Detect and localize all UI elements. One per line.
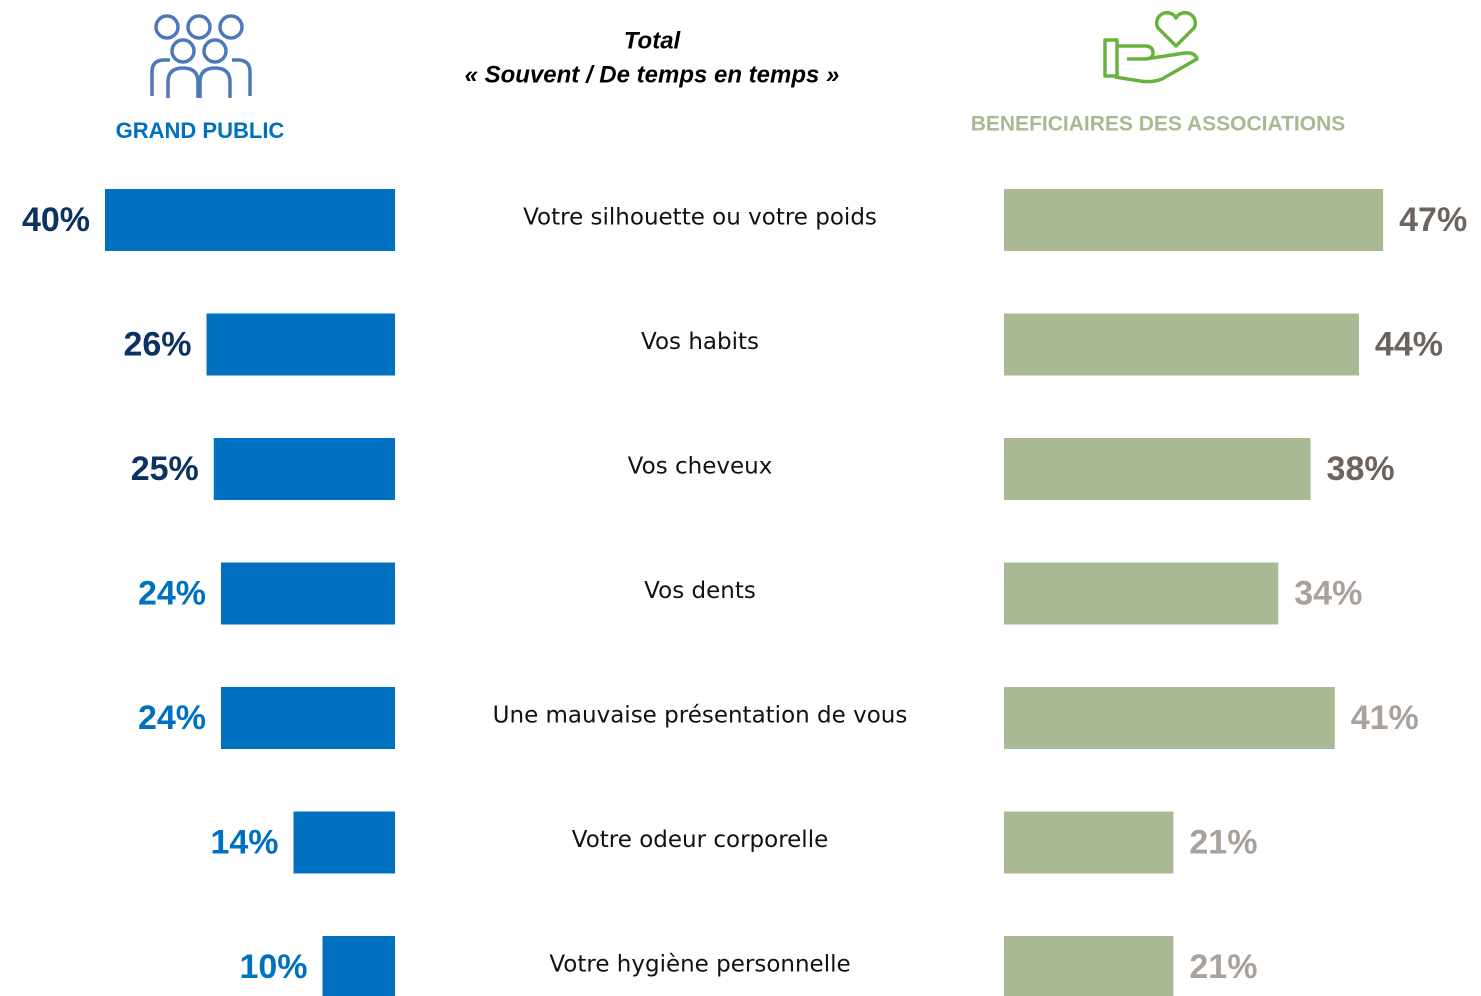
category-label: Vos cheveux (628, 454, 773, 480)
hand-heart-icon (1103, 11, 1199, 84)
people-icon (150, 14, 252, 98)
value-label: 40% (22, 201, 90, 239)
value-label: 24% (138, 699, 206, 737)
value-label: 21% (1189, 823, 1257, 861)
category-label: Vos dents (644, 578, 756, 604)
value-label: 14% (210, 823, 278, 861)
value-label: 24% (138, 574, 206, 612)
bar (105, 189, 395, 251)
value-label: 10% (239, 948, 307, 986)
bar (1004, 811, 1174, 874)
bar (1004, 687, 1335, 749)
bar (1004, 313, 1359, 376)
bar (213, 438, 395, 500)
bar (206, 313, 395, 376)
bar (322, 936, 395, 996)
value-label: 21% (1189, 948, 1257, 986)
chart-title: Total (624, 27, 682, 54)
series-name: BENEFICIAIRES DES ASSOCIATIONS (971, 113, 1346, 136)
bar (221, 687, 395, 749)
bar (221, 562, 395, 625)
chart-subtitle: « Souvent / De temps en temps » (465, 61, 840, 88)
bar (1004, 936, 1174, 996)
bar (293, 811, 395, 874)
value-label: 26% (123, 325, 191, 363)
bar (1004, 189, 1384, 251)
value-label: 38% (1327, 450, 1395, 488)
value-label: 47% (1399, 201, 1467, 239)
series-name: GRAND PUBLIC (116, 118, 285, 143)
category-label: Une mauvaise présentation de vous (493, 703, 908, 729)
category-label: Votre hygiène personnelle (549, 952, 850, 978)
value-label: 34% (1294, 574, 1362, 612)
category-label: Vos habits (641, 329, 759, 355)
value-label: 25% (131, 450, 199, 488)
category-label: Votre silhouette ou votre poids (523, 205, 877, 231)
value-label: 44% (1375, 325, 1443, 363)
bar (1004, 438, 1311, 500)
value-label: 41% (1351, 699, 1419, 737)
category-label: Votre odeur corporelle (572, 827, 829, 853)
bar (1004, 562, 1279, 625)
